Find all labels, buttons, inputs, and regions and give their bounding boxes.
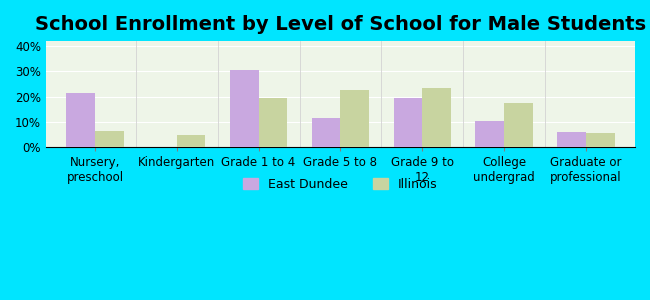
- Bar: [394, 98, 422, 147]
- Legend: East Dundee, Illinois: East Dundee, Illinois: [238, 173, 443, 196]
- Bar: [66, 93, 95, 147]
- Bar: [422, 88, 451, 147]
- Bar: [586, 133, 614, 147]
- Bar: [95, 131, 124, 147]
- Bar: [557, 132, 586, 147]
- Bar: [341, 90, 369, 147]
- Bar: [504, 103, 533, 147]
- Bar: [230, 70, 259, 147]
- Bar: [259, 98, 287, 147]
- Bar: [475, 121, 504, 147]
- Title: School Enrollment by Level of School for Male Students: School Enrollment by Level of School for…: [35, 15, 646, 34]
- Bar: [177, 134, 205, 147]
- Bar: [312, 118, 341, 147]
